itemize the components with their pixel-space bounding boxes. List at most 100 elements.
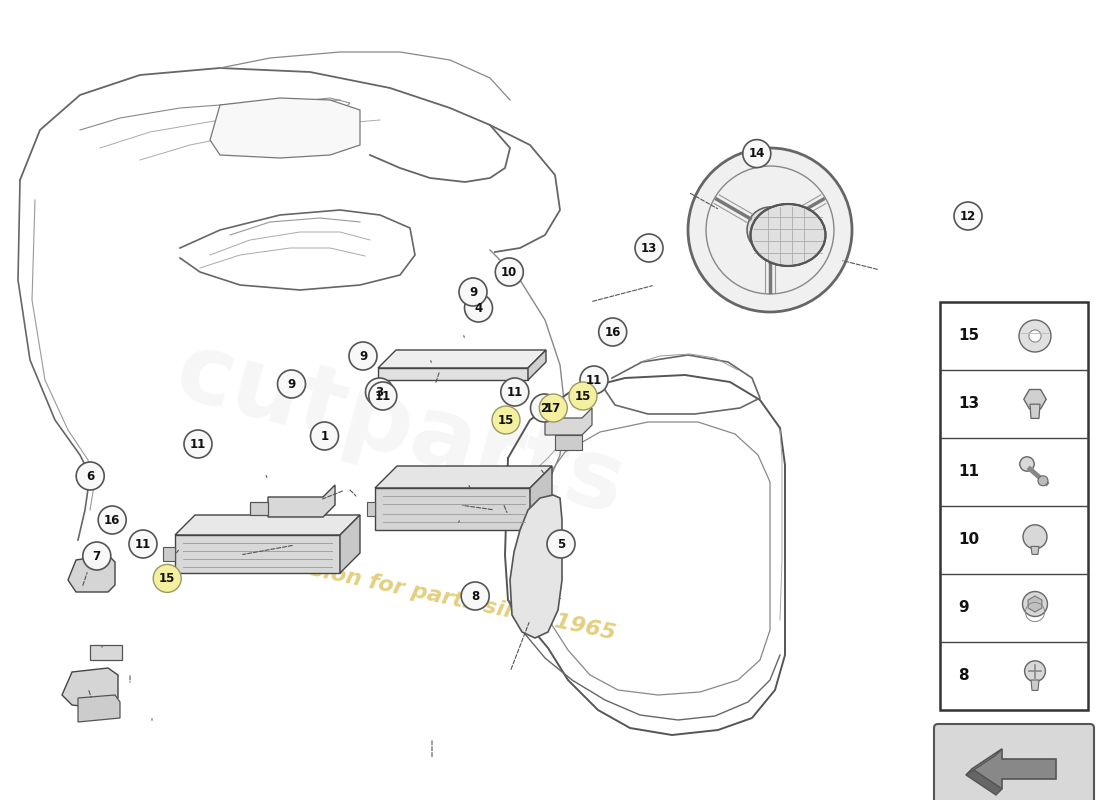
Circle shape [349,342,377,370]
Text: 11: 11 [375,390,390,402]
Polygon shape [268,485,336,517]
Text: 3: 3 [375,386,384,398]
Text: 16: 16 [605,326,620,338]
Text: 15: 15 [498,414,514,426]
Circle shape [500,378,529,406]
Circle shape [184,430,212,458]
Text: a passion for parts since 1965: a passion for parts since 1965 [243,546,617,644]
Polygon shape [367,502,375,516]
Circle shape [1023,525,1047,549]
Polygon shape [556,435,582,450]
Circle shape [747,207,793,253]
Circle shape [954,202,982,230]
Text: 11: 11 [507,386,522,398]
Circle shape [76,462,104,490]
Polygon shape [175,535,340,573]
Circle shape [547,530,575,558]
Circle shape [580,366,608,394]
Circle shape [569,382,597,410]
Text: 10: 10 [502,266,517,278]
Text: 9: 9 [958,601,969,615]
Text: 4: 4 [474,302,483,314]
Text: 9: 9 [359,350,367,362]
Circle shape [495,258,524,286]
Polygon shape [972,749,1056,789]
Circle shape [1023,591,1047,617]
Text: 14: 14 [749,147,764,160]
Circle shape [492,406,520,434]
Polygon shape [1028,596,1042,612]
Circle shape [129,530,157,558]
Polygon shape [68,555,116,592]
Text: 11: 11 [958,465,979,479]
Polygon shape [1030,404,1040,418]
Ellipse shape [750,204,825,266]
Polygon shape [250,502,268,515]
Circle shape [310,422,339,450]
Text: 11: 11 [190,438,206,450]
Text: 17: 17 [546,402,561,414]
Polygon shape [530,466,552,530]
Circle shape [1028,330,1041,342]
Circle shape [82,542,111,570]
Text: 10: 10 [958,533,979,547]
Text: 8: 8 [471,590,480,602]
Polygon shape [175,515,360,535]
Polygon shape [62,668,118,708]
Polygon shape [966,769,1002,795]
Polygon shape [966,749,1002,775]
Circle shape [688,148,852,312]
Text: 15: 15 [575,390,591,402]
Circle shape [153,565,182,592]
Circle shape [539,394,568,422]
Circle shape [365,378,394,406]
Polygon shape [1024,390,1046,409]
Polygon shape [90,645,122,660]
Text: 2: 2 [540,402,549,414]
Polygon shape [1031,680,1040,690]
Circle shape [277,370,306,398]
Text: 9: 9 [287,378,296,390]
Circle shape [459,278,487,306]
Polygon shape [510,495,562,638]
Circle shape [742,139,771,168]
Text: 1: 1 [320,430,329,442]
Text: 7: 7 [92,550,101,562]
Text: 12: 12 [960,210,976,222]
Polygon shape [378,350,546,368]
Circle shape [1038,476,1048,486]
Circle shape [461,582,490,610]
Circle shape [598,318,627,346]
Text: cutparts: cutparts [165,326,635,534]
Text: 11: 11 [586,374,602,386]
Polygon shape [163,547,175,561]
Text: 15: 15 [160,572,175,585]
Text: 8: 8 [958,669,969,683]
Circle shape [635,234,663,262]
Circle shape [368,382,397,410]
Text: 11: 11 [135,538,151,550]
Polygon shape [378,368,528,380]
Polygon shape [1031,546,1040,554]
Polygon shape [544,408,592,435]
Text: 16: 16 [104,514,120,526]
Polygon shape [78,695,120,722]
Polygon shape [375,466,552,488]
Text: 6: 6 [86,470,95,482]
Polygon shape [375,488,530,530]
Text: 13: 13 [641,242,657,254]
FancyBboxPatch shape [934,724,1094,800]
Polygon shape [210,98,360,158]
Text: 5: 5 [557,538,565,550]
Text: 13: 13 [958,397,979,411]
Polygon shape [340,515,360,573]
Circle shape [1024,661,1045,682]
Circle shape [1020,457,1034,471]
Polygon shape [528,350,546,380]
Circle shape [464,294,493,322]
Text: 9: 9 [469,286,477,298]
Circle shape [530,394,559,422]
Circle shape [98,506,126,534]
Circle shape [1019,320,1050,352]
Text: 15: 15 [958,329,979,343]
